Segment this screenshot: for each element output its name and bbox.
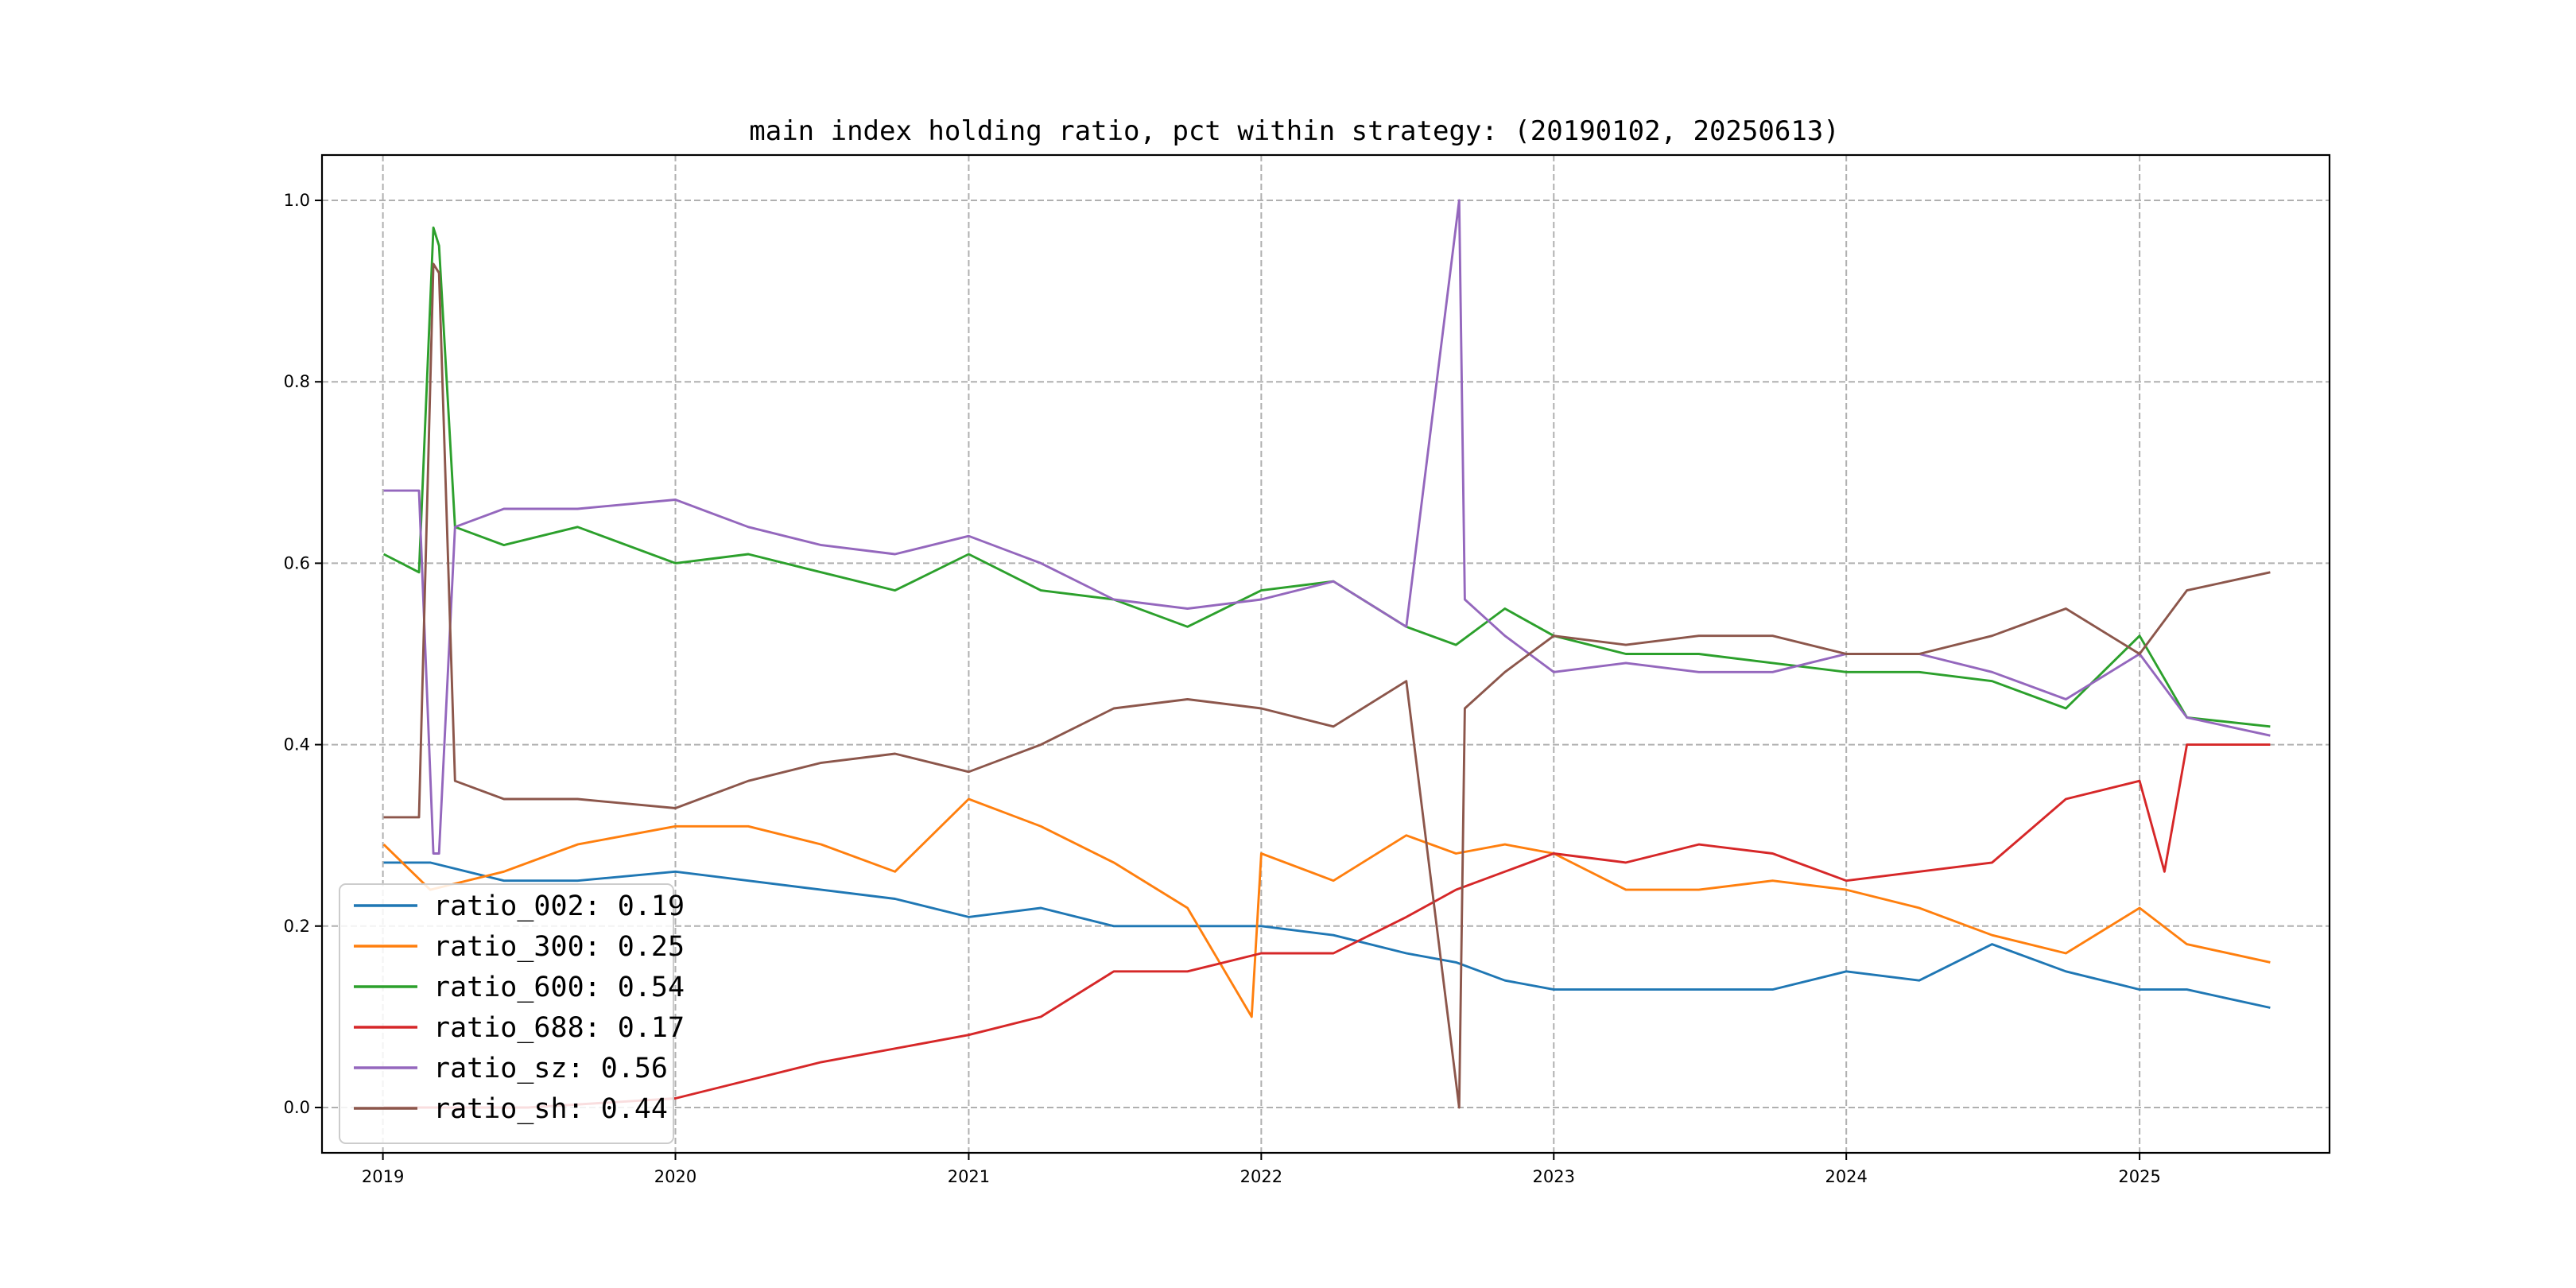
series-line-3 [382,226,2271,728]
x-tick-label: 2021 [948,1167,990,1186]
x-tick-label: 2023 [1533,1167,1575,1186]
series-line-1 [383,861,2271,1009]
x-tick-label: 2020 [654,1167,696,1186]
y-tick-label: 0.6 [284,553,310,572]
y-tick-label: 0.2 [284,917,310,936]
series-line-2 [382,797,2271,1018]
gridlines [322,155,2330,1153]
x-tick-label: 2019 [362,1167,404,1186]
y-tick-label: 0.8 [284,372,310,391]
series-line-4 [383,743,2271,1109]
legend-entry: ratio_sh: 0.44 [433,1093,668,1125]
x-tick-label: 2025 [2118,1167,2160,1186]
chart-title: main index holding ratio, pct within str… [749,115,1839,147]
legend: ratio_002: 0.19 ratio_300: 0.25 ratio_600:… [339,883,685,1144]
y-axis: 0.0 0.2 0.4 0.6 0.8 1.0 [284,191,322,1117]
series-line-6 [383,262,2271,1109]
legend-entry: ratio_002: 0.19 [433,890,685,922]
legend-entry: ratio_sz: 0.56 [433,1053,668,1084]
y-tick-label: 0.4 [284,735,310,755]
x-tick-label: 2024 [1825,1167,1867,1186]
plot-frame [320,153,2331,1154]
x-tick-label: 2022 [1240,1167,1282,1186]
y-tick-label: 1.0 [284,191,310,210]
legend-entry: ratio_300: 0.25 [433,931,685,963]
legend-box [339,883,674,1144]
legend-entry: ratio_688: 0.17 [433,1012,685,1044]
y-tick-label: 0.0 [284,1098,310,1117]
legend-entry: ratio_600: 0.54 [433,972,685,1003]
series-lines [382,199,2271,1109]
x-axis: 2019 2020 2021 2022 2023 2024 2025 [362,1153,2161,1186]
